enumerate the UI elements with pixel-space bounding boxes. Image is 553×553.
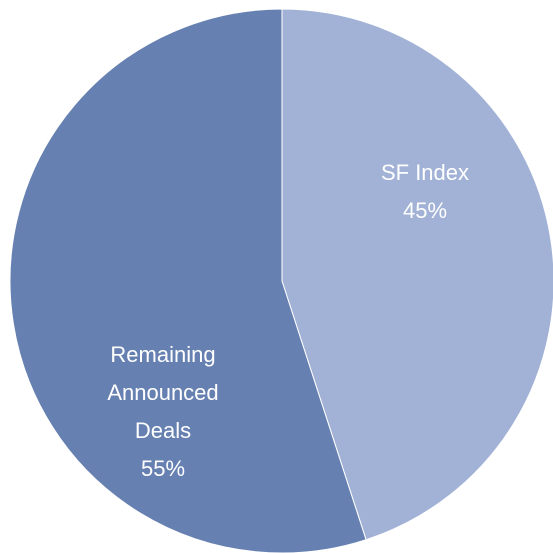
slice-label: SF Index 45% xyxy=(345,154,505,230)
category-label: Remaining Announced Deals xyxy=(107,342,219,443)
pie-slice xyxy=(281,8,553,541)
pie-slice xyxy=(9,8,367,553)
value-label: 55% xyxy=(140,456,186,481)
slice-label: Remaining Announced Deals 55% xyxy=(83,336,243,488)
value-label: 45% xyxy=(402,198,448,223)
category-label: SF Index xyxy=(380,160,470,185)
